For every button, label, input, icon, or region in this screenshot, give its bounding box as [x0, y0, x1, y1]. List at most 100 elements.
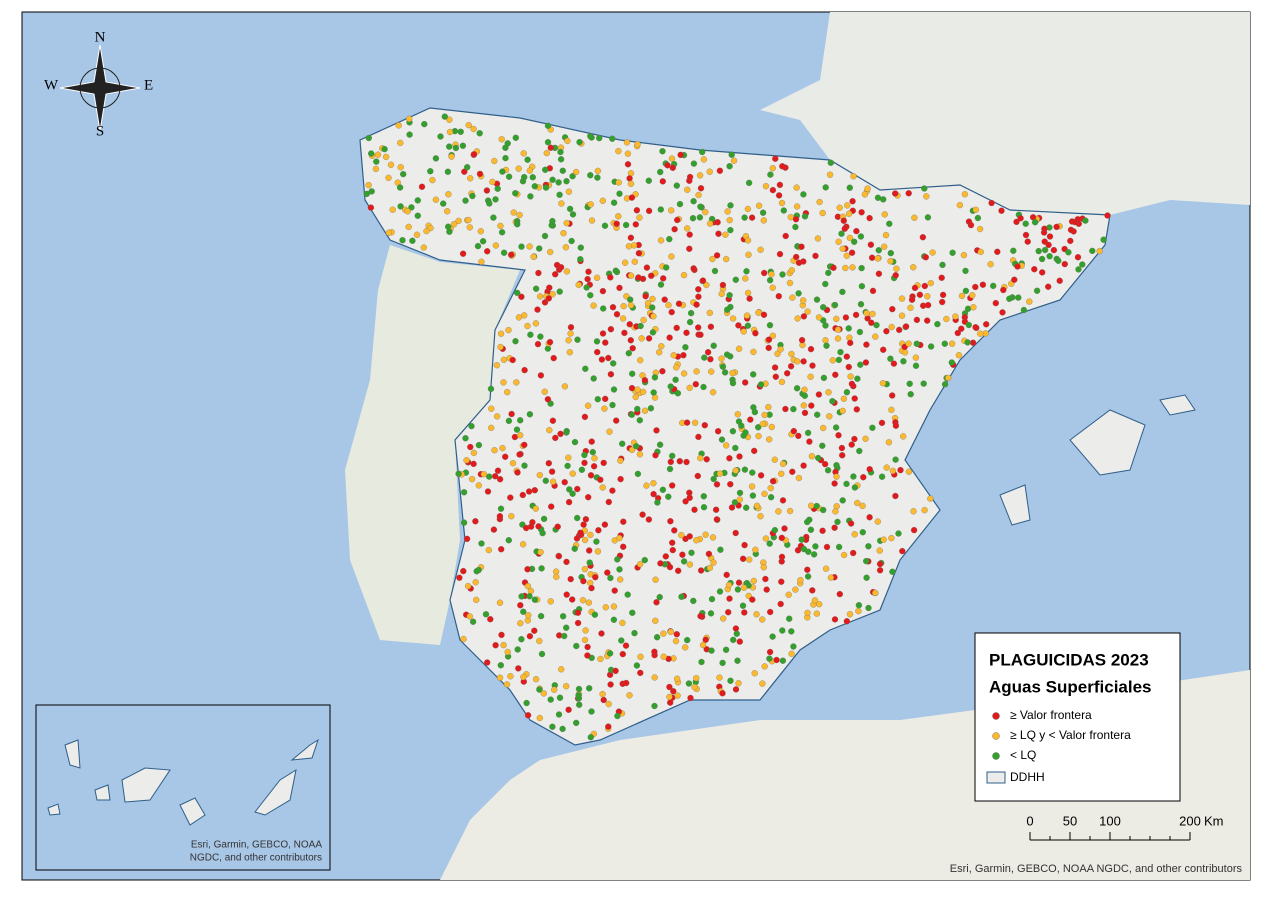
sampling-point: [697, 567, 705, 574]
sampling-point: [631, 629, 638, 637]
sampling-point: [593, 338, 601, 345]
sampling-point: [865, 543, 872, 550]
sampling-point: [628, 384, 636, 392]
sampling-point: [531, 596, 539, 603]
sampling-point: [834, 326, 842, 333]
sampling-point: [815, 314, 823, 321]
sampling-point: [920, 380, 927, 387]
sampling-point: [701, 354, 708, 361]
sampling-point: [757, 513, 764, 520]
sampling-point: [556, 694, 564, 701]
sampling-point: [911, 284, 919, 292]
sampling-point: [617, 457, 624, 464]
sampling-point: [462, 197, 469, 204]
sampling-point: [755, 202, 763, 209]
sampling-point: [777, 600, 784, 608]
sampling-point: [732, 276, 739, 283]
sampling-point: [949, 249, 956, 256]
sampling-point: [1055, 257, 1062, 264]
sampling-point: [693, 301, 700, 308]
sampling-point: [700, 156, 708, 163]
sampling-point: [653, 599, 660, 606]
sampling-point: [767, 494, 775, 501]
sampling-point: [1079, 261, 1086, 268]
sampling-point: [692, 381, 699, 388]
sampling-point: [509, 356, 516, 364]
sampling-point: [500, 641, 507, 649]
sampling-point: [847, 373, 854, 380]
sampling-point: [614, 556, 621, 563]
sampling-point: [365, 181, 372, 189]
sampling-point: [583, 284, 590, 291]
sampling-point: [590, 375, 597, 382]
sampling-point: [829, 398, 836, 405]
sampling-point: [814, 411, 821, 418]
sampling-point: [381, 145, 388, 153]
sampling-point: [546, 426, 553, 434]
sampling-point: [732, 467, 739, 474]
sampling-point: [642, 293, 649, 300]
sampling-point: [939, 261, 946, 269]
sampling-point: [610, 603, 618, 610]
legend-label: ≥ Valor frontera: [1010, 708, 1092, 722]
sampling-point: [513, 379, 520, 386]
sampling-point: [444, 208, 451, 215]
sampling-point: [832, 508, 839, 515]
sampling-point: [741, 214, 748, 221]
sampling-point: [835, 543, 843, 551]
sampling-point: [843, 618, 851, 625]
sampling-point: [673, 675, 681, 682]
sampling-point: [631, 258, 638, 265]
sampling-point: [804, 609, 811, 617]
sampling-point: [750, 371, 757, 378]
sampling-point: [974, 214, 982, 222]
sampling-point: [780, 207, 787, 214]
sampling-point: [976, 225, 984, 233]
sampling-point: [566, 349, 573, 356]
sampling-point: [557, 156, 565, 163]
sampling-point: [694, 472, 701, 480]
sampling-point: [505, 173, 513, 180]
sampling-point: [686, 245, 693, 252]
sampling-point: [883, 464, 890, 471]
sampling-point: [715, 230, 722, 237]
sampling-point: [459, 250, 467, 257]
sampling-point: [719, 690, 726, 697]
sampling-point: [580, 521, 587, 528]
compass-n: N: [95, 29, 106, 45]
sampling-point: [899, 547, 906, 555]
sampling-point: [697, 612, 704, 620]
sampling-point: [857, 361, 864, 368]
sampling-point: [365, 134, 372, 142]
sampling-point: [1011, 276, 1018, 283]
sampling-point: [778, 199, 786, 207]
sampling-point: [766, 436, 773, 443]
sampling-point: [546, 338, 554, 346]
sampling-point: [749, 596, 756, 603]
sampling-point: [610, 616, 618, 623]
sampling-point: [540, 690, 547, 697]
sampling-point: [467, 443, 474, 451]
sampling-point: [508, 513, 515, 520]
sampling-point: [682, 344, 689, 351]
sampling-point: [418, 183, 426, 190]
sampling-point: [793, 253, 800, 261]
sampling-point: [619, 650, 626, 658]
sampling-point: [659, 178, 666, 185]
sampling-point: [414, 212, 421, 219]
sampling-point: [552, 434, 559, 442]
sampling-point: [497, 222, 504, 230]
sampling-point: [636, 451, 644, 458]
sampling-point: [1089, 247, 1096, 255]
sampling-point: [499, 444, 506, 452]
sampling-point: [851, 395, 858, 402]
sampling-point: [716, 470, 724, 477]
sampling-point: [575, 685, 583, 693]
sampling-point: [847, 339, 854, 347]
sampling-point: [719, 363, 727, 370]
sampling-point: [892, 190, 899, 197]
sampling-point: [988, 199, 995, 207]
sampling-point: [637, 357, 644, 364]
sampling-point: [456, 574, 463, 581]
